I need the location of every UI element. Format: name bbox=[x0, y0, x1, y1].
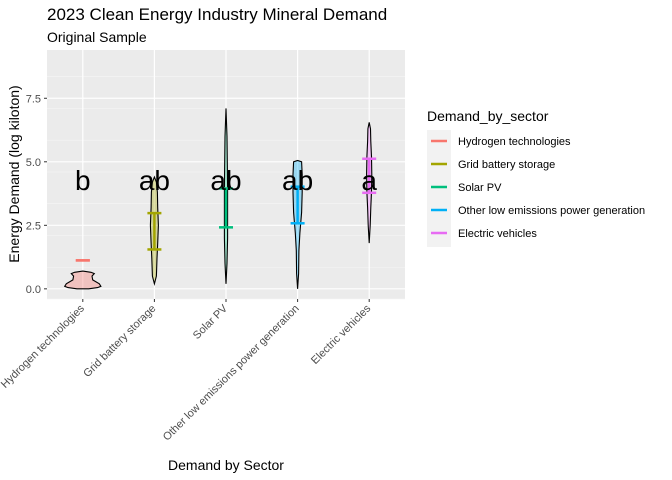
significance-letter: a bbox=[361, 165, 377, 196]
significance-letter: ab bbox=[282, 165, 313, 196]
x-tick-label: Hydrogen technologies bbox=[0, 302, 87, 390]
significance-letter: ab bbox=[210, 165, 241, 196]
legend-label: Solar PV bbox=[458, 182, 502, 194]
significance-letter: b bbox=[75, 165, 91, 196]
legend: Demand_by_sector Hydrogen technologies Gr… bbox=[427, 108, 645, 247]
x-tick-label: Other low emissions power generation bbox=[161, 303, 302, 444]
significance-letter: ab bbox=[139, 165, 170, 196]
legend-label: Grid battery storage bbox=[458, 159, 555, 171]
legend-label: Other low emissions power generation bbox=[458, 205, 645, 217]
y-tick-label: 0.0 bbox=[26, 284, 41, 296]
legend-label: Hydrogen technologies bbox=[458, 136, 571, 148]
y-tick-label: 5.0 bbox=[26, 157, 41, 169]
y-axis-title: Energy Demand (log kiloton) bbox=[6, 85, 22, 262]
x-tick-label: Solar PV bbox=[191, 302, 231, 342]
violin-shape bbox=[292, 159, 303, 289]
legend-label: Electric vehicles bbox=[458, 228, 537, 240]
y-tick-label: 7.5 bbox=[26, 93, 41, 105]
violins: b ab ab ab a bbox=[63, 108, 377, 290]
legend-title: Demand_by_sector bbox=[427, 108, 549, 124]
y-axis-ticks: 0.0 2.5 5.0 7.5 bbox=[26, 93, 47, 296]
x-axis-title: Demand by Sector bbox=[168, 457, 284, 473]
violin-shape bbox=[63, 270, 102, 290]
x-tick-label: Grid battery storage bbox=[81, 303, 158, 380]
chart-subtitle: Original Sample bbox=[47, 29, 147, 45]
y-tick-label: 2.5 bbox=[26, 220, 41, 232]
x-tick-label: Electric vehicles bbox=[309, 302, 374, 367]
legend-key-background bbox=[427, 130, 451, 247]
chart-title: 2023 Clean Energy Industry Mineral Deman… bbox=[47, 5, 387, 24]
